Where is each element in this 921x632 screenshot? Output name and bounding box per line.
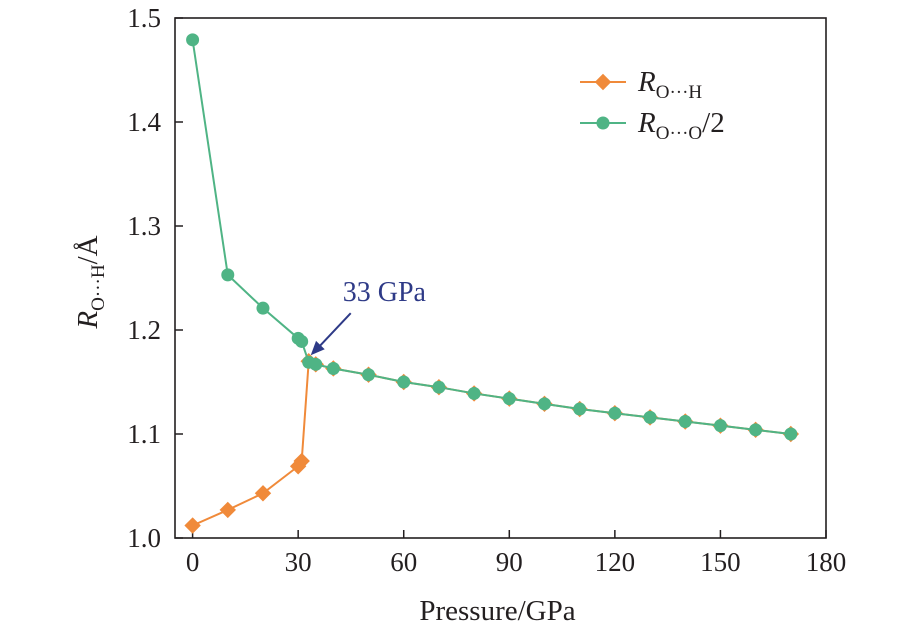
data-point-circle <box>362 368 376 382</box>
data-point-circle <box>256 301 270 315</box>
annotation-arrowhead <box>310 340 325 356</box>
plot-frame <box>174 17 827 539</box>
y-tick-label: 1.0 <box>127 523 161 553</box>
y-tick-label: 1.5 <box>127 3 161 33</box>
data-point-diamond <box>594 73 612 91</box>
legend-label: RO···O/2 <box>637 107 725 144</box>
data-point-circle <box>467 386 481 400</box>
data-point-circle <box>678 415 692 429</box>
series <box>184 352 800 534</box>
x-tick-label: 0 <box>186 547 200 577</box>
y-tick-label: 1.2 <box>127 315 161 345</box>
legend-label: RO···H <box>637 66 702 103</box>
data-point-circle <box>221 268 235 282</box>
data-point-circle <box>608 406 622 420</box>
annotation-label: 33 GPa <box>343 277 427 308</box>
y-axis-title: RO···H/Å <box>72 235 109 329</box>
x-tick-label: 60 <box>390 547 417 577</box>
data-point-diamond <box>293 452 310 470</box>
data-point-circle <box>432 380 446 394</box>
y-tick-label: 1.4 <box>127 107 161 137</box>
data-point-diamond <box>254 485 272 502</box>
data-point-circle <box>502 392 516 406</box>
x-tick-label: 120 <box>595 547 636 577</box>
series-line <box>192 359 791 527</box>
data-point-circle <box>573 402 587 416</box>
data-point-circle <box>326 361 340 375</box>
data-point-circle <box>397 375 411 389</box>
data-point-circle <box>749 423 763 437</box>
label-layer: 0 30 60 90 120 150 180 1.0 1.1 1.2 1.3 1.4 1.5 Pressu… <box>72 3 846 627</box>
data-point-circle <box>596 116 610 130</box>
axes-layer <box>174 17 827 539</box>
x-tick-label: 90 <box>496 547 523 577</box>
y-tick-label: 1.1 <box>127 419 161 449</box>
data-point-circle <box>186 33 200 47</box>
annotation-arrow-line <box>316 312 352 349</box>
data-point-circle <box>309 357 323 371</box>
data-point-circle <box>713 419 727 433</box>
series <box>186 33 798 441</box>
data-point-circle <box>537 397 551 411</box>
x-tick-label: 150 <box>700 547 741 577</box>
data-point-circle <box>784 427 798 441</box>
data-point-circle <box>643 410 657 424</box>
x-tick-label: 30 <box>285 547 312 577</box>
series-layer <box>184 33 800 534</box>
x-axis-title: Pressure/GPa <box>419 595 575 627</box>
x-tick-label: 180 <box>806 547 847 577</box>
data-point-circle <box>295 334 309 348</box>
y-tick-label: 1.3 <box>127 211 161 241</box>
data-point-diamond <box>219 501 236 519</box>
legend: RO···H RO···O/2 <box>580 66 725 144</box>
data-point-diamond <box>184 517 201 534</box>
